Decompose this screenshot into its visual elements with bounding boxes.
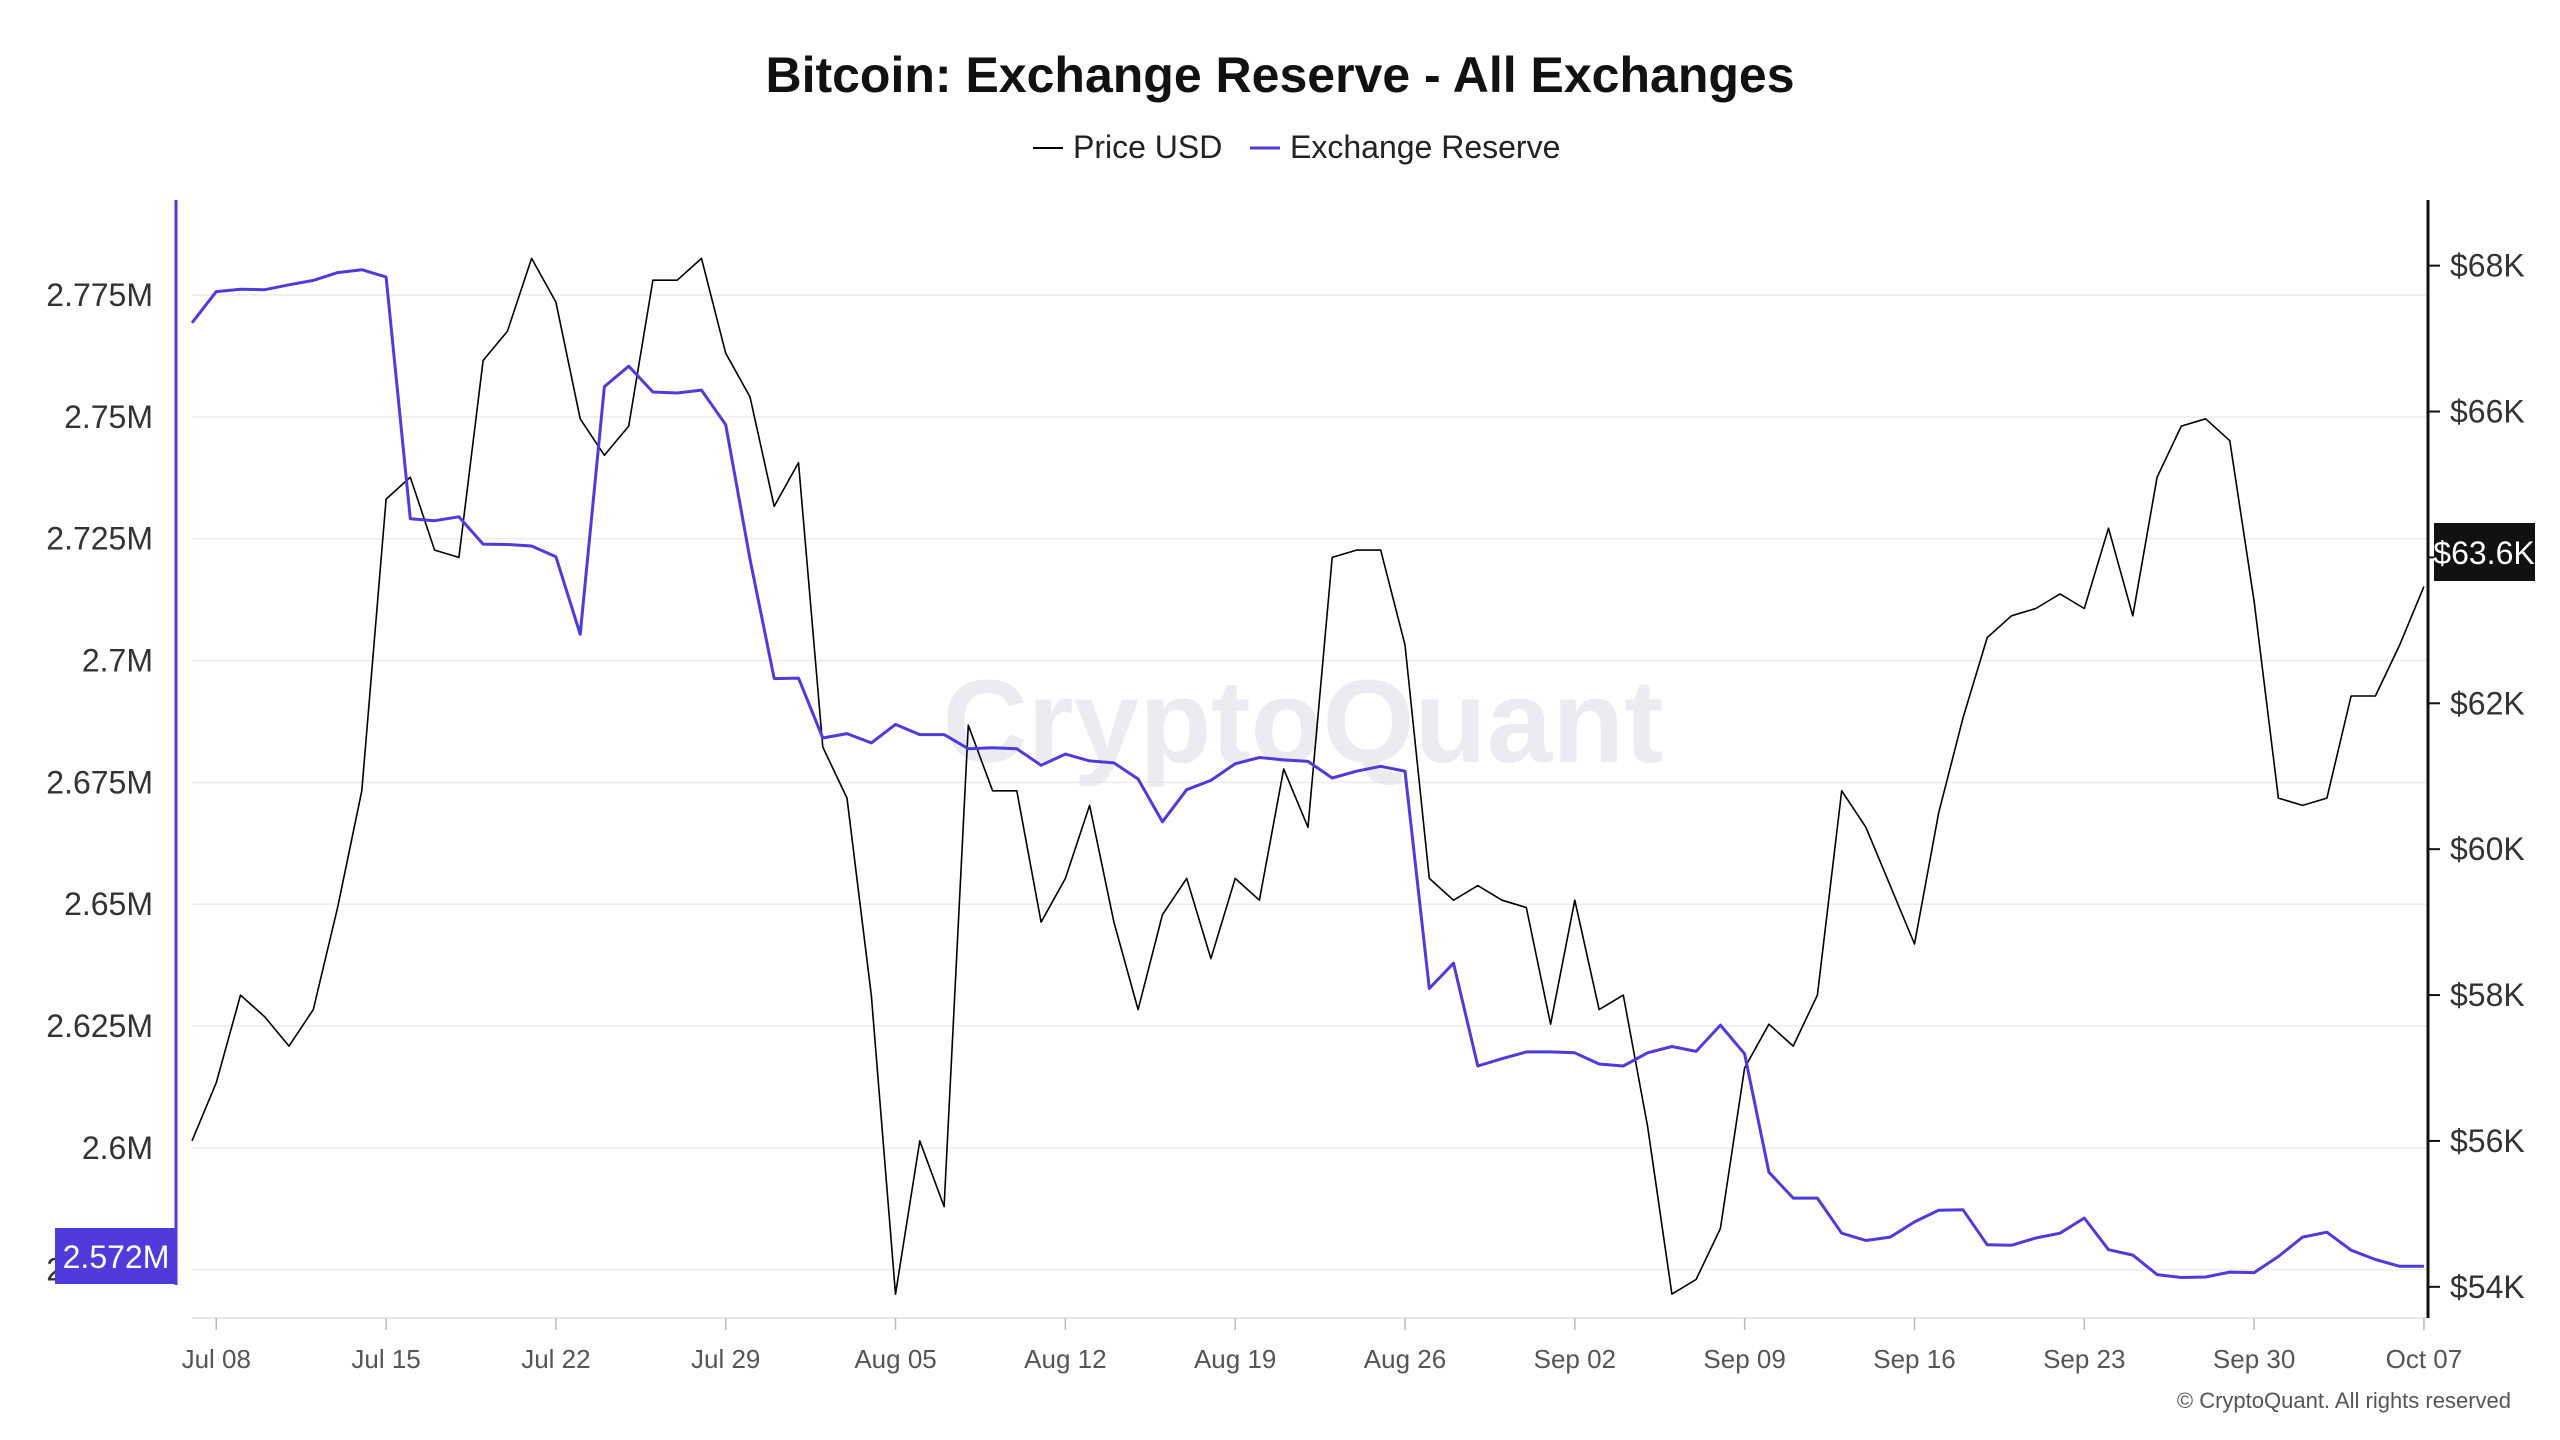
y-right-tick-label: $62K	[2450, 685, 2525, 721]
y-left-tick-label: 2.7M	[82, 643, 153, 679]
legend-label-price-usd: Price USD	[1073, 129, 1222, 165]
y-right-tick-label: $56K	[2450, 1123, 2525, 1159]
x-tick-label: Jul 22	[521, 1344, 590, 1374]
copyright-text: © CryptoQuant. All rights reserved	[2177, 1388, 2511, 1413]
x-tick-label: Sep 02	[1534, 1344, 1616, 1374]
left-current-badge-label: 2.572M	[63, 1239, 170, 1275]
x-tick-label: Aug 19	[1194, 1344, 1276, 1374]
y-left-tick-label: 2.65M	[64, 886, 153, 922]
chart-title: Bitcoin: Exchange Reserve - All Exchange…	[765, 47, 1794, 103]
right-current-badge-bg	[2434, 523, 2535, 581]
legend-label-exchange-reserve: Exchange Reserve	[1290, 129, 1560, 165]
legend-item-price-usd[interactable]: Price USD	[1033, 129, 1222, 165]
x-tick-label: Sep 23	[2043, 1344, 2125, 1374]
x-tick-label: Jul 29	[691, 1344, 760, 1374]
right-current-badge-label: $63.6K	[2433, 535, 2534, 571]
watermark-text: CryptoQuant	[942, 656, 1663, 788]
left-current-badge: 2.572M	[55, 1228, 176, 1284]
legend-item-exchange-reserve[interactable]: Exchange Reserve	[1250, 129, 1560, 165]
y-left-tick-label: 2.625M	[46, 1008, 153, 1044]
x-axis-ticks: Jul 08 Jul 15 Jul 22 Jul 29 Aug 05 Aug 12 Aug …	[182, 1318, 2463, 1374]
x-tick-label: Sep 30	[2213, 1344, 2295, 1374]
y-left-tick-label: 2.725M	[46, 521, 153, 557]
y-right-tick-label: $66K	[2450, 394, 2525, 430]
y-left-tick-label: 2.775M	[46, 277, 153, 313]
gridlines	[192, 294, 2427, 1271]
y-right-tick-label: $68K	[2450, 248, 2525, 284]
series-line-price-usd	[191, 257, 2425, 1295]
x-tick-label: Sep 16	[1873, 1344, 1955, 1374]
y-left-tick-label: 2.675M	[46, 764, 153, 800]
y-right-tick-label: $60K	[2450, 831, 2525, 867]
y-right-ticks: $54K$56K$58K$60K$62K$64K$66K$68K	[2428, 248, 2525, 1305]
x-tick-label: Aug 26	[1364, 1344, 1446, 1374]
x-tick-label: Jul 15	[351, 1344, 420, 1374]
y-left-tick-label: 2.6M	[82, 1130, 153, 1166]
right-current-badge: $63.6K	[2433, 523, 2535, 581]
axes	[174, 200, 2430, 1319]
x-tick-label: Sep 09	[1703, 1344, 1785, 1374]
x-tick-label: Aug 12	[1024, 1344, 1106, 1374]
series-line-exchange-reserve	[190, 268, 2424, 1279]
left-current-badge-bg	[55, 1228, 176, 1284]
x-tick-label: Jul 08	[182, 1344, 251, 1374]
y-left-ticks: 2.575M2.6M2.625M2.65M2.675M2.7M2.725M2.7…	[46, 277, 153, 1288]
x-tick-label: Oct 07	[2386, 1344, 2463, 1374]
legend[interactable]: Price USD Exchange Reserve	[1033, 129, 1560, 165]
y-right-tick-label: $54K	[2450, 1269, 2525, 1305]
y-right-tick-label: $58K	[2450, 977, 2525, 1013]
y-left-tick-label: 2.75M	[64, 399, 153, 435]
series-lines	[190, 257, 2425, 1295]
x-tick-label: Aug 05	[854, 1344, 936, 1374]
